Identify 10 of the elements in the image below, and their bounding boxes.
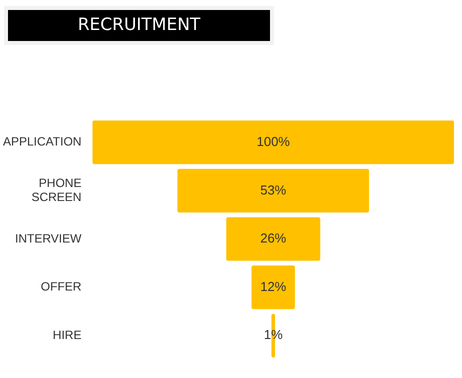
data-label: 100% <box>256 134 290 149</box>
category-label: HIRE <box>52 328 82 342</box>
data-label: 12% <box>260 278 287 294</box>
data-label: 53% <box>260 182 287 198</box>
category-label: PHONE SCREEN <box>31 176 82 204</box>
category-label: INTERVIEW <box>15 231 82 246</box>
category-label: APPLICATION <box>2 134 82 149</box>
category-label: OFFER <box>40 280 82 294</box>
text: RECRUITMENT <box>8 10 270 41</box>
data-label: 26% <box>260 230 287 246</box>
